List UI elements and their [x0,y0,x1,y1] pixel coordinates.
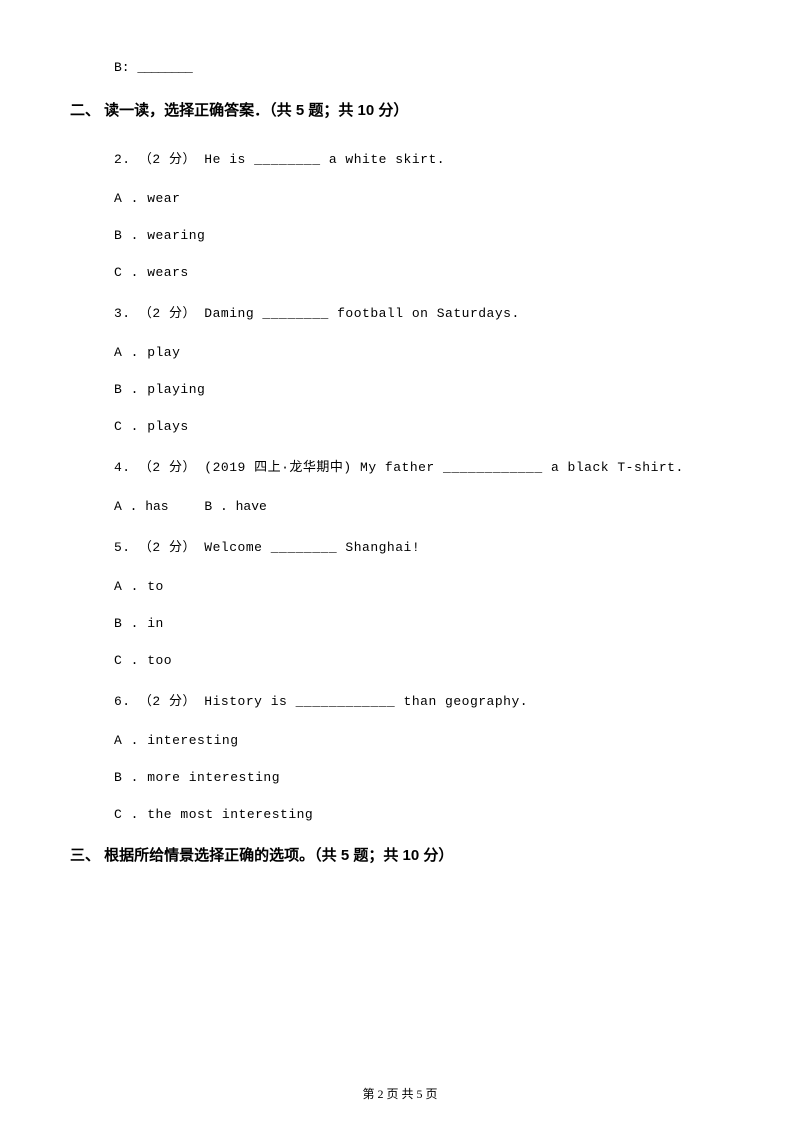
b-prefix: B: [114,60,137,75]
q4-options: A . has B . have [70,499,730,514]
top-blank-line: B: ________ [70,60,730,75]
q3-option-b: B . playing [70,382,730,397]
q3-stem: 3. （2 分） Daming ________ football on Sat… [70,302,730,321]
q5-option-a: A . to [70,579,730,594]
q4-option-b: B . have [204,499,266,514]
q4-option-a: A . has [114,499,169,514]
q2-stem: 2. （2 分） He is ________ a white skirt. [70,148,730,167]
q3-option-c: C . plays [70,419,730,434]
q3-option-a: A . play [70,345,730,360]
q6-option-b: B . more interesting [70,770,730,785]
q2-option-a: A . wear [70,191,730,206]
q6-option-a: A . interesting [70,733,730,748]
q2-option-c: C . wears [70,265,730,280]
page-footer: 第 2 页 共 5 页 [0,1085,800,1102]
b-blank: ________ [137,60,191,75]
section-3-header: 三、 根据所给情景选择正确的选项。（共 5 题；共 10 分） [70,844,730,865]
q5-stem: 5. （2 分） Welcome ________ Shanghai! [70,536,730,555]
q6-option-c: C . the most interesting [70,807,730,822]
q6-stem: 6. （2 分） History is ____________ than ge… [70,690,730,709]
section-2-header: 二、 读一读，选择正确答案．（共 5 题；共 10 分） [70,99,730,120]
q5-option-b: B . in [70,616,730,631]
q2-option-b: B . wearing [70,228,730,243]
q5-option-c: C . too [70,653,730,668]
q4-stem: 4. （2 分） (2019 四上·龙华期中) My father ______… [70,456,730,475]
